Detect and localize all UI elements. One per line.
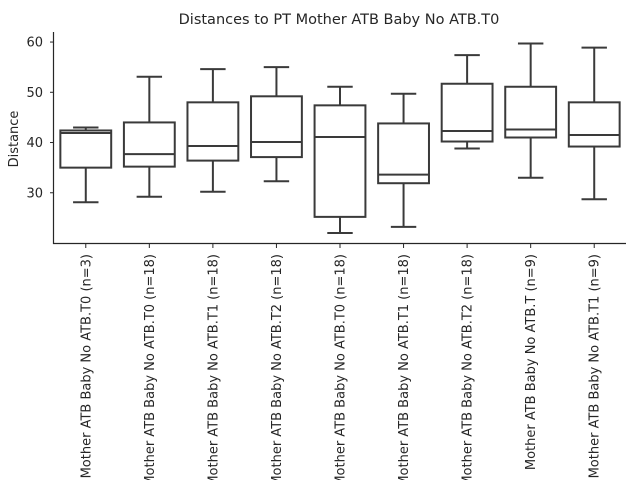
- x-tick-label: Mother ATB Baby No ATB.T0 (n=3): [79, 254, 94, 478]
- iqr-box: [567, 101, 621, 148]
- box-7: [440, 54, 494, 150]
- iqr-box: [313, 104, 367, 218]
- iqr-box: [440, 82, 494, 143]
- x-tick-label: Mother ATB Baby No ATB.T2 (n=18): [270, 254, 285, 480]
- x-tick-label: Mother ATB Baby No ATB.T (n=9): [524, 254, 539, 470]
- box-1: [59, 126, 113, 204]
- iqr-box: [377, 122, 430, 185]
- x-tick-label: Mother ATB Baby No ATB.T1 (n=9): [588, 254, 603, 478]
- box-9: [567, 46, 621, 201]
- box-6: [377, 92, 430, 228]
- box-4: [250, 66, 303, 183]
- boxes-group: [59, 42, 621, 234]
- x-tick-labels: Mother ATB Baby No ATB.T0 (n=3) Mother AT…: [79, 244, 603, 484]
- iqr-box: [250, 95, 303, 159]
- y-tick-label: 50: [26, 86, 43, 101]
- chart-title: Distances to PT Mother ATB Baby No ATB.T…: [179, 12, 500, 28]
- x-tick-label: Mother ATB Baby No ATB.T0 (n=18): [143, 254, 158, 480]
- box-8: [504, 42, 558, 179]
- x-tick-label: Mother ATB Baby No ATB.T1 (n=18): [397, 254, 412, 480]
- y-tick-label: 60: [26, 36, 43, 51]
- box-5: [313, 85, 367, 234]
- box-3: [186, 68, 240, 193]
- x-tick-label: Mother ATB Baby No ATB.T0 (n=18): [334, 254, 349, 480]
- x-tick-label: Mother ATB Baby No ATB.T2 (n=18): [461, 254, 476, 480]
- box-2: [122, 75, 176, 198]
- iqr-box: [122, 121, 176, 168]
- y-axis-label: Distance: [7, 111, 22, 168]
- iqr-box: [186, 101, 240, 162]
- x-tick-label: Mother ATB Baby No ATB.T1 (n=18): [206, 254, 221, 480]
- y-tick-label: 40: [26, 136, 43, 151]
- iqr-box: [59, 129, 113, 169]
- y-ticks: 30 40 50 60: [26, 36, 54, 201]
- y-tick-label: 30: [26, 186, 43, 201]
